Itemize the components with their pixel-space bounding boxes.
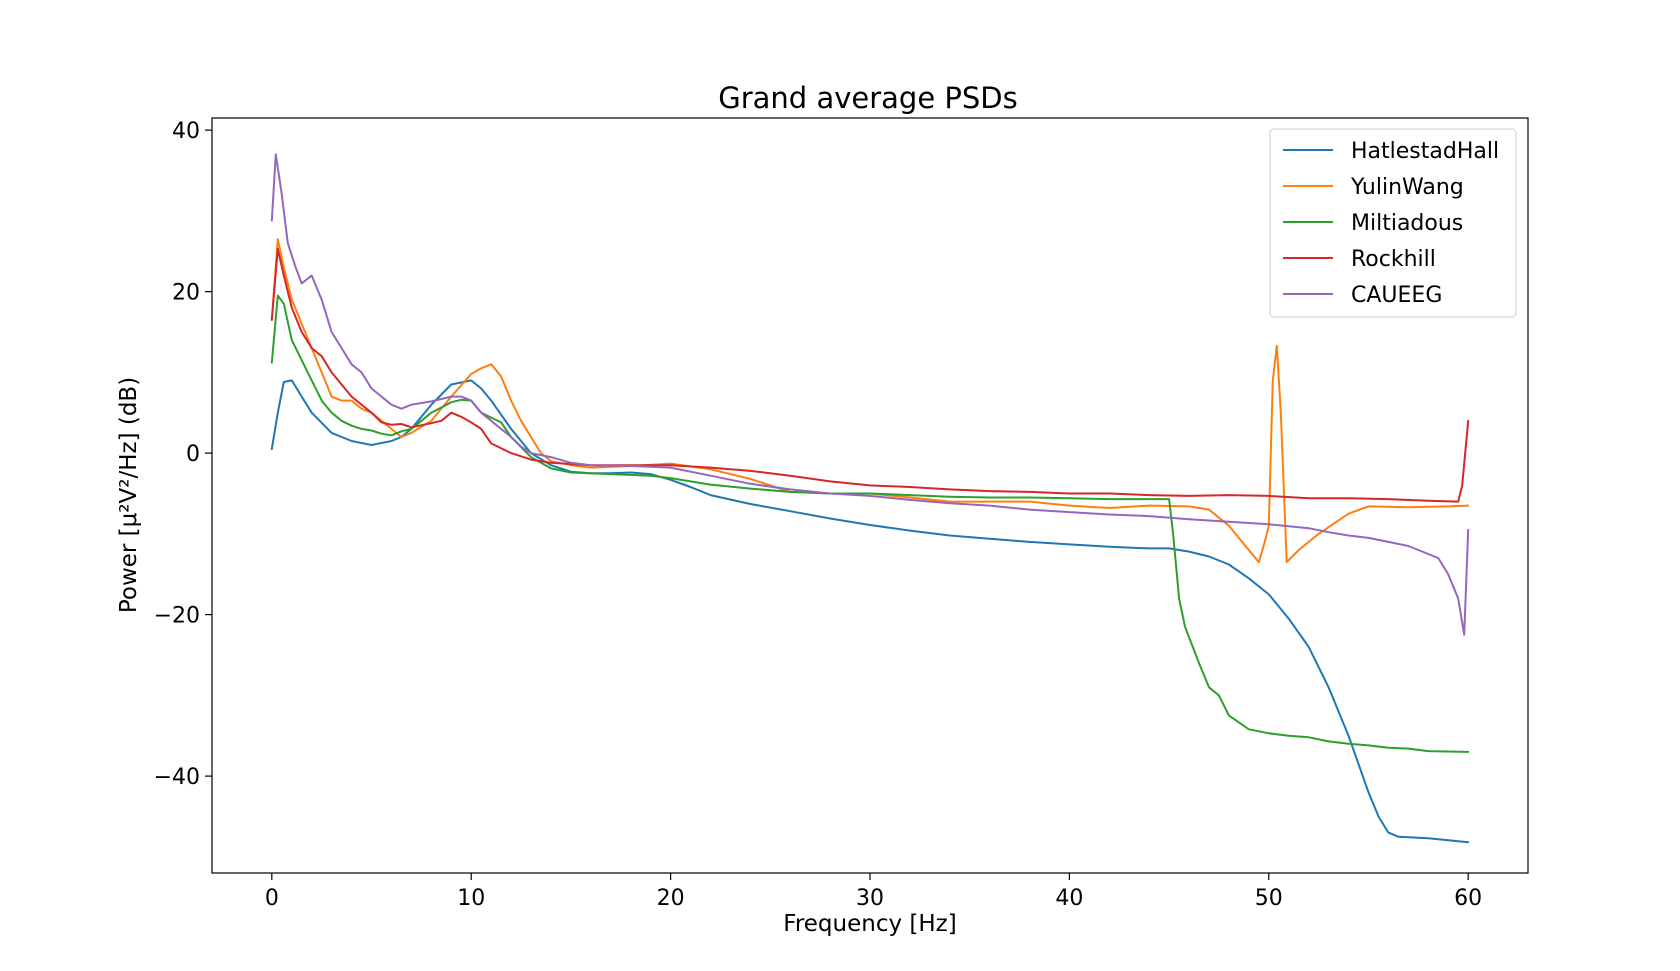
y-tick-label: −20: [154, 604, 200, 629]
x-tick-label: 60: [1454, 886, 1482, 911]
y-tick-label: 0: [186, 442, 200, 467]
legend-label-yulinwang: YulinWang: [1350, 175, 1464, 200]
x-axis-ticks: 0 10 20 30 40 50 60: [265, 873, 1482, 911]
series-line-rockhill: [270, 247, 1470, 503]
series-line-miltiadous: [270, 294, 1470, 753]
y-tick-label: 20: [172, 281, 200, 306]
chart-title: Grand average PSDs: [718, 81, 1017, 115]
x-tick-label: 20: [657, 886, 685, 911]
x-tick-label: 40: [1055, 886, 1083, 911]
y-tick-label: 40: [172, 119, 200, 144]
legend-label-rockhill: Rockhill: [1351, 247, 1436, 272]
series-line-hatlestadhall: [270, 379, 1470, 844]
y-axis-label: Power [μ²V²/Hz] (dB): [116, 377, 142, 613]
legend-label-caueeg: CAUEEG: [1351, 283, 1442, 308]
legend: HatlestadHall YulinWang Miltiadous Rockhill…: [1269, 128, 1517, 318]
legend-label-hatlestadhall: HatlestadHall: [1351, 139, 1499, 164]
x-tick-label: 0: [265, 886, 279, 911]
x-tick-label: 30: [856, 886, 884, 911]
legend-label-miltiadous: Miltiadous: [1351, 211, 1463, 236]
x-tick-label: 50: [1255, 886, 1283, 911]
x-axis-label: Frequency [Hz]: [783, 911, 956, 937]
y-tick-label: −40: [154, 765, 200, 790]
series-layer: [270, 153, 1470, 844]
series-line-caueeg: [270, 153, 1470, 636]
x-tick-label: 10: [457, 886, 485, 911]
legend-box: [1269, 128, 1517, 318]
plot-frame: [211, 117, 1529, 874]
y-axis-ticks: 40 20 0 −20 −40: [154, 119, 212, 790]
